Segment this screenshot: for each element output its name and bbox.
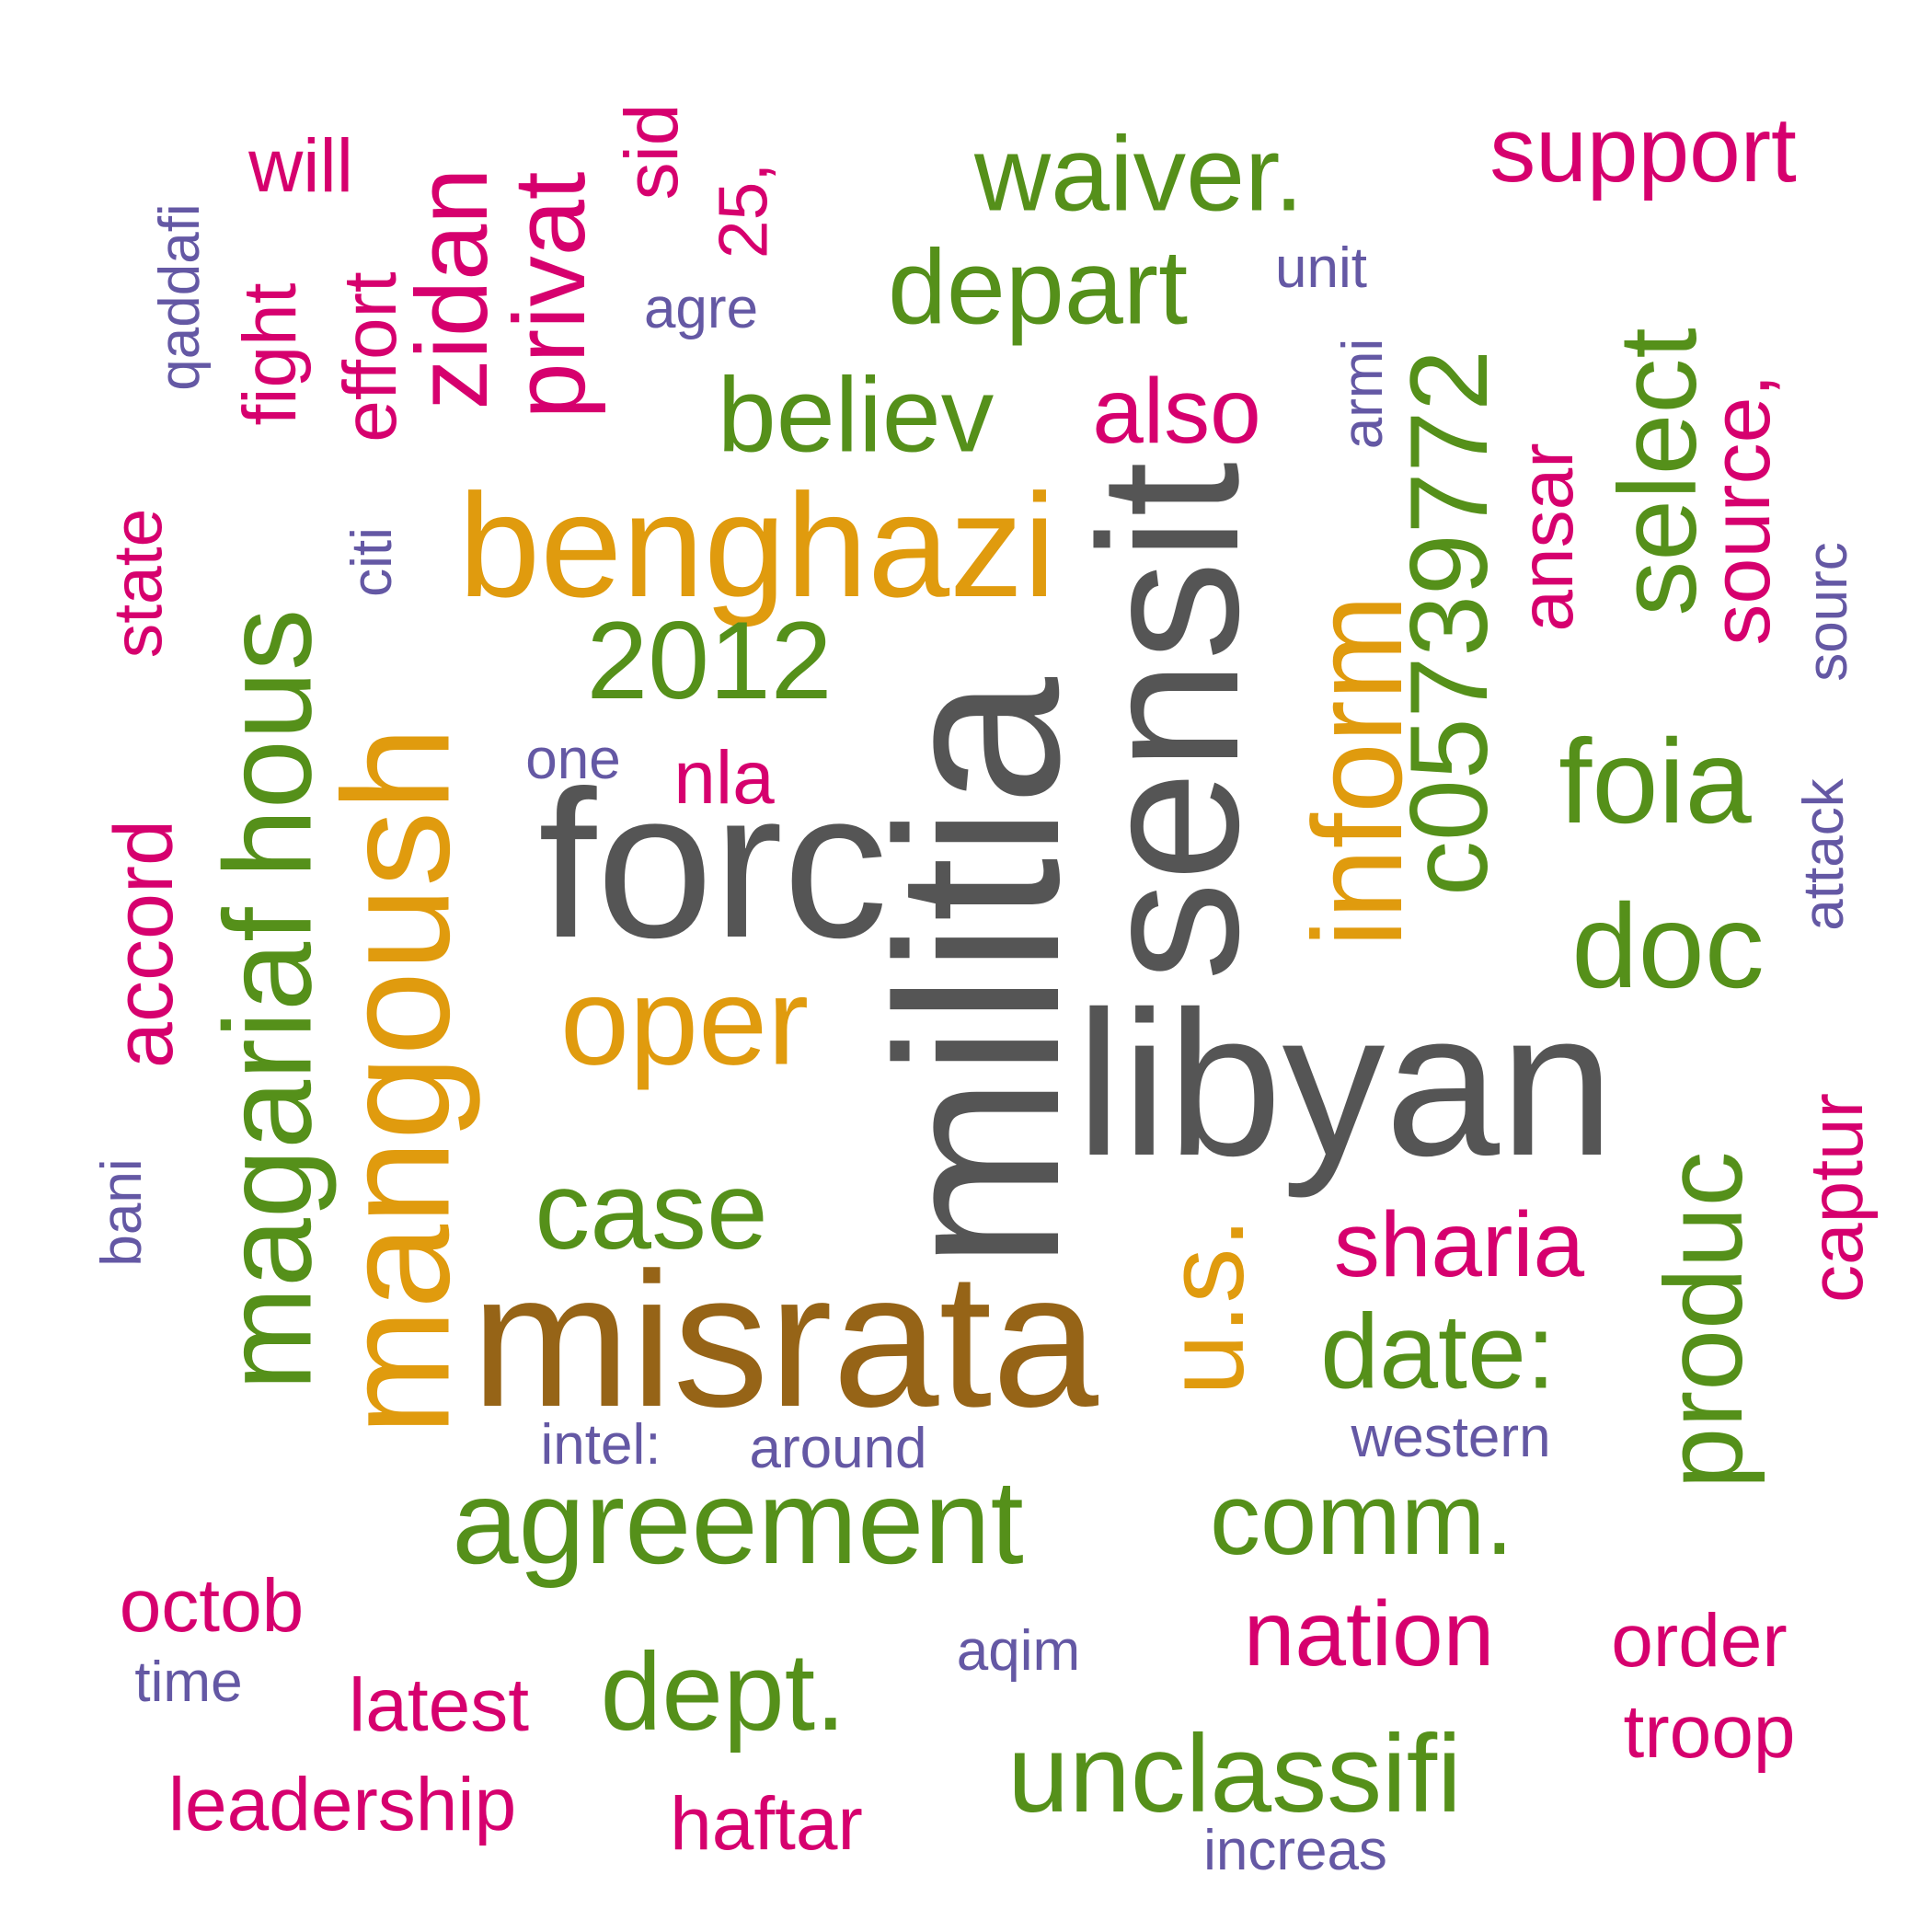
word-magariaf: magariaf [198, 907, 338, 1391]
word-2012: 2012 [586, 599, 833, 722]
word-troop: troop [1623, 1690, 1796, 1774]
word-armi: armi [1331, 338, 1395, 450]
word-qaddafi: qaddafi [148, 203, 212, 391]
word-unit: unit [1275, 236, 1367, 300]
word-fight: fight [228, 282, 312, 426]
word-doc: doc [1571, 879, 1765, 1013]
word-date: date: [1320, 1293, 1556, 1411]
word-around: around [749, 1417, 927, 1480]
word-order: order [1611, 1599, 1788, 1683]
word-citi: citi [340, 527, 404, 597]
word-depart: depart [887, 228, 1189, 347]
word-increas: increas [1203, 1819, 1387, 1882]
word-leadership: leadership [167, 1763, 517, 1846]
word-zidan: zidan [396, 167, 509, 410]
word-sharia: sharia [1333, 1193, 1585, 1296]
word-nation: nation [1243, 1582, 1495, 1685]
word-unclassifi: unclassifi [1007, 1712, 1462, 1835]
word-mangoush: mangoush [311, 726, 481, 1436]
word-support: support [1489, 98, 1797, 201]
word-benghazi: benghazi [458, 463, 1056, 627]
word-western: western [1351, 1406, 1551, 1469]
word-accord: accord [98, 819, 190, 1069]
word-bani: bani [90, 1158, 154, 1267]
word-will: will [248, 124, 353, 208]
word-misrata: misrata [471, 1234, 1098, 1447]
word-captur: captur [1795, 1093, 1879, 1303]
word-nla: nla [673, 736, 775, 820]
word-comm: comm. [1210, 1463, 1513, 1576]
word-produc: produc [1642, 1151, 1765, 1489]
word-25: 25, [704, 162, 782, 259]
word-c05739772: c05739772 [1387, 350, 1511, 896]
word-state: state [98, 508, 177, 659]
word-hous: hous [198, 608, 338, 879]
word-believ: believ [717, 356, 995, 475]
word-latest: latest [349, 1663, 529, 1747]
word-octob: octob [119, 1564, 305, 1648]
word-libyan: libyan [1075, 969, 1615, 1199]
word-oper: oper [559, 951, 810, 1091]
word-sensit: sensit [1057, 461, 1280, 982]
word-source: source, [1696, 374, 1788, 646]
word-also: also [1092, 360, 1261, 463]
word-intel: intel: [540, 1413, 661, 1477]
word-agre: agre [643, 277, 759, 340]
word-sourc: sourc [1796, 542, 1859, 682]
word-case: case [535, 1149, 768, 1272]
word-aqim: aqim [956, 1619, 1081, 1683]
word-attack: attack [1792, 778, 1856, 931]
word-us: u.s. [1144, 1217, 1267, 1396]
word-ansar: ansar [1505, 443, 1589, 632]
word-sid: sid [610, 103, 694, 201]
word-waiver: waiver. [974, 115, 1304, 234]
word-agreement: agreement [452, 1455, 1024, 1589]
word-haftar: haftar [670, 1782, 863, 1866]
word-one: one [525, 728, 621, 791]
word-foia: foia [1558, 714, 1752, 848]
word-forc: forc [537, 748, 889, 982]
word-time: time [134, 1650, 243, 1714]
word-privat: privat [493, 171, 606, 420]
word-dept: dept. [600, 1630, 846, 1754]
